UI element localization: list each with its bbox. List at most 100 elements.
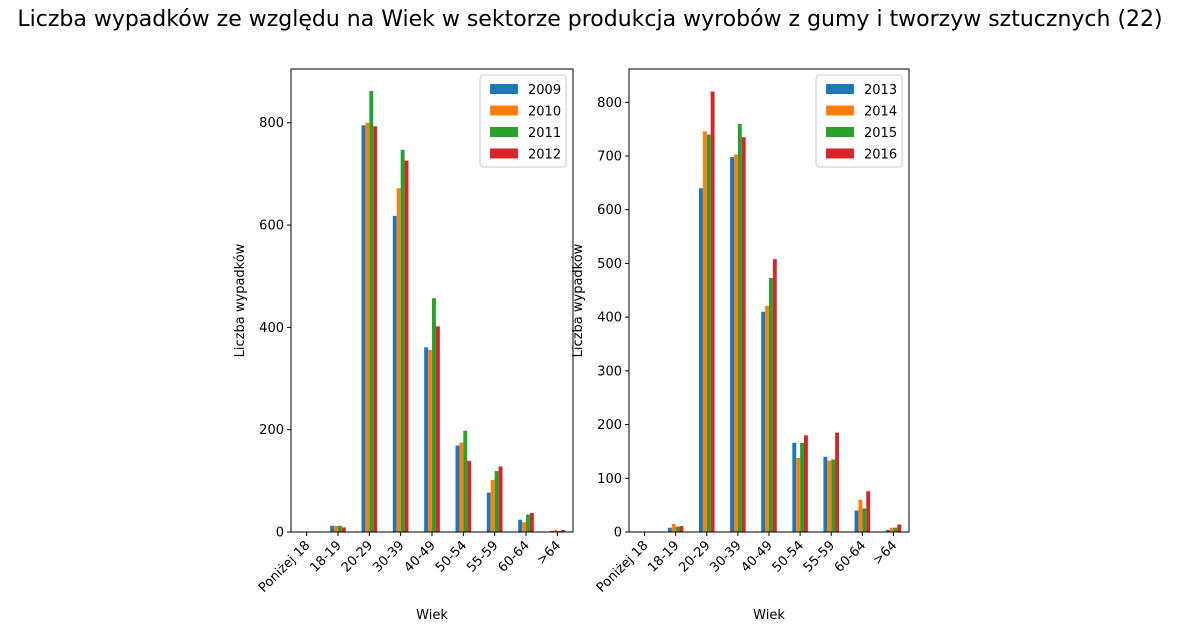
bar-2013-60-64 [854, 510, 859, 532]
x-tick-label: 18-19 [308, 538, 345, 575]
legend-swatch-2009 [490, 84, 518, 94]
bar-2009-20-29 [361, 125, 366, 532]
bar-2010-18-19 [334, 525, 338, 532]
bar-2009-55-59 [486, 492, 491, 532]
bar-2011-60-64 [526, 514, 530, 532]
bar-2015->64 [893, 527, 898, 532]
bar-2013-50-54 [792, 442, 797, 532]
bar-2011-55-59 [494, 471, 499, 532]
x-tick-label: 40-49 [739, 538, 776, 575]
bar-2010-60-64 [522, 522, 526, 532]
x-tick-label: 30-39 [370, 538, 407, 575]
bar-2014-30-39 [734, 154, 738, 532]
bar-2011-30-39 [400, 149, 405, 532]
legend-label-2012: 2012 [528, 148, 561, 163]
legend-box [479, 74, 567, 168]
bar-2016-30-39 [741, 137, 746, 532]
bar-2015-60-64 [862, 508, 867, 532]
x-tick-label: 20-29 [339, 538, 376, 575]
x-tick-label: 55-59 [464, 538, 501, 575]
legend-label-2015: 2015 [864, 126, 897, 141]
bar-2015-18-19 [675, 526, 680, 532]
bar-2011->64 [557, 530, 562, 532]
bar-2012->64 [561, 529, 566, 532]
y-tick-label: 800 [597, 96, 622, 111]
y-axis-label: Liczba wypadków [571, 243, 586, 357]
bar-2016-18-19 [679, 526, 684, 532]
y-axis-label: Liczba wypadków [233, 243, 248, 357]
bar-2014-60-64 [858, 499, 863, 532]
bar-2014->64 [889, 527, 894, 532]
y-tick-label: 200 [597, 418, 622, 433]
chart-panel-1: 0 200 400 600 800 Poniżej 1818-1920-2930-3940… [233, 68, 574, 623]
x-tick-label: 50-54 [433, 538, 470, 575]
bar-2016-40-49 [772, 259, 777, 532]
legend-swatch-2014 [826, 105, 854, 116]
bar-2012-18-19 [341, 527, 346, 532]
legend-swatch-2011 [490, 127, 518, 137]
x-tick-label: 30-39 [707, 538, 744, 575]
y-tick-label: 100 [597, 472, 622, 487]
bar-2016->64 [897, 524, 902, 532]
bar-2016-50-54 [804, 435, 808, 532]
legend-swatch-2012 [490, 148, 518, 159]
bar-2010-20-29 [365, 122, 370, 532]
y-tick-label: 600 [597, 203, 622, 218]
legend-label-2009: 2009 [528, 83, 561, 98]
bar-2010-40-49 [428, 349, 432, 532]
bar-2011-40-49 [432, 298, 436, 532]
x-tick-label: 40-49 [402, 538, 439, 575]
bar-2013->64 [885, 529, 890, 532]
chart-panel-2: 0 100 200 300 400 500 600 700 800 Poniżej 1818-19… [571, 68, 910, 623]
bar-2009-40-49 [424, 347, 429, 532]
bar-2015-20-29 [706, 134, 711, 532]
x-tick-label: 60-64 [496, 538, 533, 575]
bar-2010->64 [553, 529, 558, 532]
legend-label-2014: 2014 [864, 105, 897, 120]
x-tick-label: 18-19 [645, 538, 682, 575]
bar-2014-20-29 [702, 131, 707, 532]
bar-2010-50-54 [459, 442, 464, 532]
bar-2013-55-59 [823, 456, 828, 532]
x-tick-label: >64 [534, 538, 564, 568]
x-tick-label: >64 [870, 538, 900, 568]
bar-2009->64 [549, 530, 554, 532]
legend-label-2013: 2013 [864, 83, 897, 98]
bar-2010-55-59 [490, 479, 495, 532]
x-tick-label: 55-59 [801, 538, 838, 575]
bar-2010-30-39 [396, 188, 401, 532]
y-tick-label: 800 [259, 116, 284, 131]
bar-2012-20-29 [373, 126, 378, 533]
bar-2009-50-54 [455, 445, 460, 532]
x-tick-label: Poniżej 18 [256, 538, 313, 595]
bar-2011-20-29 [369, 91, 374, 532]
y-tick-label: 700 [597, 150, 622, 165]
x-tick-label: Poniżej 18 [594, 538, 651, 595]
y-tick-label: 200 [259, 423, 284, 438]
bar-2011-50-54 [463, 430, 468, 532]
x-axis-label: Wiek [753, 608, 785, 623]
figure-title: Liczba wypadków ze względu na Wiek w sek… [17, 7, 1163, 32]
bar-2013-20-29 [699, 188, 703, 533]
y-tick-label: 400 [259, 321, 284, 336]
x-axis-label: Wiek [416, 608, 448, 623]
legend-swatch-2015 [826, 127, 854, 137]
bar-2012-40-49 [435, 326, 440, 532]
legend-box [815, 74, 903, 168]
legend: 2013 2014 2015 2016 [815, 74, 903, 168]
y-tick-label: 400 [597, 311, 622, 326]
y-tick-label: 0 [276, 526, 284, 541]
x-tick-label: 60-64 [832, 538, 869, 575]
y-tick-label: 600 [259, 219, 284, 234]
legend-swatch-2010 [490, 105, 518, 116]
bar-2009-60-64 [518, 519, 523, 532]
bar-2014-18-19 [671, 523, 676, 532]
bar-2014-40-49 [765, 305, 769, 532]
bar-2014-55-59 [827, 460, 832, 532]
y-tick-label: 0 [614, 526, 622, 541]
y-tick-label: 500 [597, 257, 622, 272]
bar-2015-50-54 [800, 442, 804, 532]
legend-label-2010: 2010 [528, 105, 561, 120]
